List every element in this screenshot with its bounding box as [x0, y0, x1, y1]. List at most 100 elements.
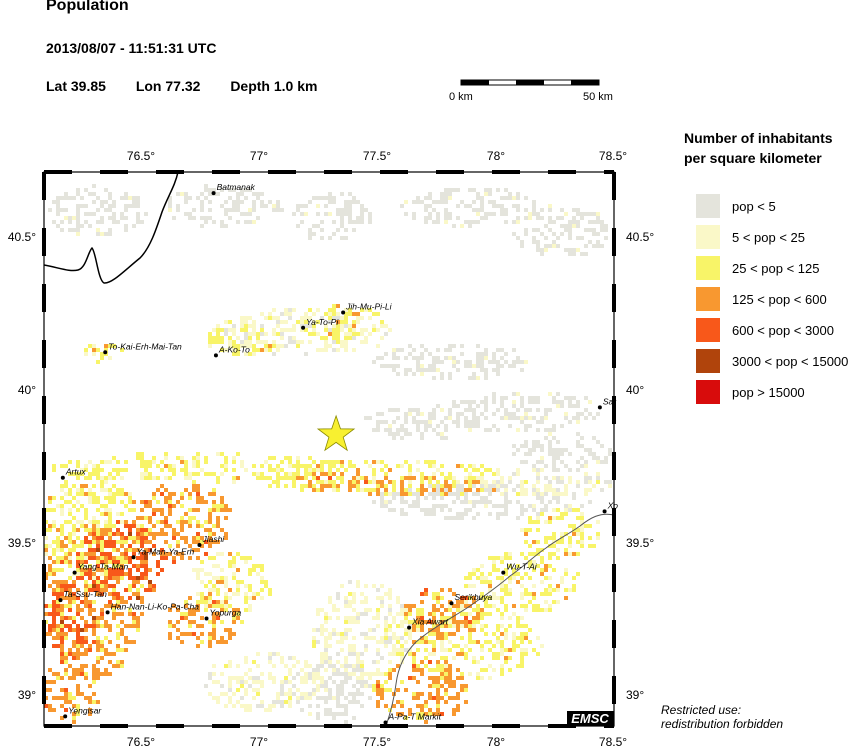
population-density-layer	[44, 172, 614, 726]
frame-tick	[380, 724, 408, 728]
frame-tick	[612, 620, 616, 648]
city-dot	[301, 325, 306, 330]
frame-tick	[42, 452, 46, 480]
city-label: Jiashi	[201, 534, 225, 544]
usage-notice-line2: redistribution forbidden	[661, 717, 784, 731]
legend-item: 3000 < pop < 15000	[696, 349, 848, 373]
legend-swatch	[696, 256, 720, 280]
frame-tick	[548, 170, 576, 174]
city-label: Yengisar	[68, 705, 102, 715]
city-label: Xo	[607, 500, 619, 510]
scale-end-label: 50 km	[583, 91, 613, 103]
usage-notice: Restricted use: redistribution forbidden	[661, 703, 783, 731]
legend-label: 25 < pop < 125	[732, 260, 820, 276]
legend-swatch	[696, 318, 720, 342]
x-tick-bottom: 78.5°	[599, 735, 627, 748]
legend-item: 5 < pop < 25	[696, 225, 805, 249]
city-dot	[501, 570, 506, 575]
frame-tick	[42, 228, 46, 256]
city-dot	[597, 405, 602, 410]
city-dot	[204, 616, 209, 621]
legend-title-line2: per square kilometer	[684, 150, 822, 166]
city-label: Ya-To-Pi	[306, 317, 339, 327]
frame-tick	[604, 170, 614, 174]
y-axis-right: 40.5° 40° 39.5° 39°	[626, 230, 654, 702]
legend-swatch	[696, 194, 720, 218]
frame-tick	[268, 170, 296, 174]
y-tick-right: 40°	[626, 383, 644, 397]
map-frame-ticks	[42, 170, 616, 728]
city-dot	[213, 353, 218, 358]
city-dot	[72, 570, 77, 575]
legend-label: 3000 < pop < 15000	[732, 353, 849, 369]
frame-tick	[612, 452, 616, 480]
x-tick-bottom: 77°	[250, 735, 268, 748]
frame-tick	[212, 724, 240, 728]
frame-tick	[612, 676, 616, 704]
frame-tick	[156, 170, 184, 174]
city-dot	[60, 475, 65, 480]
city-label: Wu-T-Ai	[506, 562, 537, 572]
scale-start-label: 0 km	[449, 91, 473, 103]
x-tick-top: 78°	[487, 149, 505, 163]
city-label: A-Pa-T Markit	[388, 712, 442, 722]
frame-tick	[548, 724, 576, 728]
city-dot	[602, 509, 607, 514]
legend-title: Number of inhabitants per square kilomet…	[684, 128, 833, 168]
frame-tick	[612, 340, 616, 368]
frame-tick	[42, 508, 46, 536]
frame-tick	[100, 724, 128, 728]
city-dot	[105, 610, 110, 615]
longitude-value: Lon 77.32	[135, 78, 201, 94]
frame-tick	[42, 172, 46, 200]
city-dot	[131, 555, 136, 560]
x-tick-top: 76.5°	[127, 149, 155, 163]
city-dot	[58, 598, 63, 603]
city-label: A-Ko-To	[218, 344, 250, 354]
frame-tick	[42, 340, 46, 368]
frame-tick	[100, 170, 128, 174]
city-label: Ta-Ssu-Tan	[63, 589, 107, 599]
city-label: Jih-Mu-Pi-Li	[345, 302, 392, 312]
emsc-logo-text: EMSC	[571, 711, 609, 726]
legend-item: pop < 5	[696, 194, 776, 218]
legend-item: 125 < pop < 600	[696, 287, 827, 311]
y-axis-left: 40.5° 40° 39.5° 39°	[8, 230, 36, 702]
city-label: Sar	[603, 396, 617, 406]
frame-tick	[268, 724, 296, 728]
frame-tick	[436, 170, 464, 174]
border-line-southeast	[385, 513, 614, 726]
frame-tick	[156, 724, 184, 728]
y-tick-right: 39°	[626, 688, 644, 702]
frame-tick	[42, 676, 46, 704]
depth-value: Depth 1.0 km	[230, 78, 318, 94]
legend-label: 5 < pop < 25	[732, 229, 806, 245]
x-tick-top: 78.5°	[599, 149, 627, 163]
city-dot	[449, 601, 454, 606]
frame-tick	[42, 284, 46, 312]
city-label: Yang-Ta-Man	[78, 562, 129, 572]
legend-swatch	[696, 380, 720, 404]
city-dot	[197, 543, 202, 548]
city-label: Artux	[65, 467, 87, 477]
frame-tick	[436, 724, 464, 728]
city-label: Xia Awart	[411, 617, 449, 627]
frame-tick	[42, 620, 46, 648]
city-dot	[407, 625, 412, 630]
event-location: Lat 39.85 Lon 77.32 Depth 1.0 km	[46, 78, 343, 94]
city-dot	[211, 191, 216, 196]
city-label: Han-Nan-Li-Ko-Pa-Cha	[111, 601, 200, 611]
scale-bar	[460, 79, 600, 86]
legend-swatch	[696, 287, 720, 311]
y-tick-left: 40.5°	[8, 230, 36, 244]
legend-swatch	[696, 349, 720, 373]
legend-title-line1: Number of inhabitants	[684, 130, 833, 146]
frame-tick	[212, 170, 240, 174]
legend-item: pop > 15000	[696, 380, 805, 404]
frame-tick	[612, 284, 616, 312]
x-axis-bottom: 76.5° 77° 77.5° 78° 78.5°	[127, 735, 627, 748]
city-dot	[383, 720, 388, 725]
frame-tick	[324, 170, 352, 174]
y-tick-left: 40°	[18, 383, 36, 397]
